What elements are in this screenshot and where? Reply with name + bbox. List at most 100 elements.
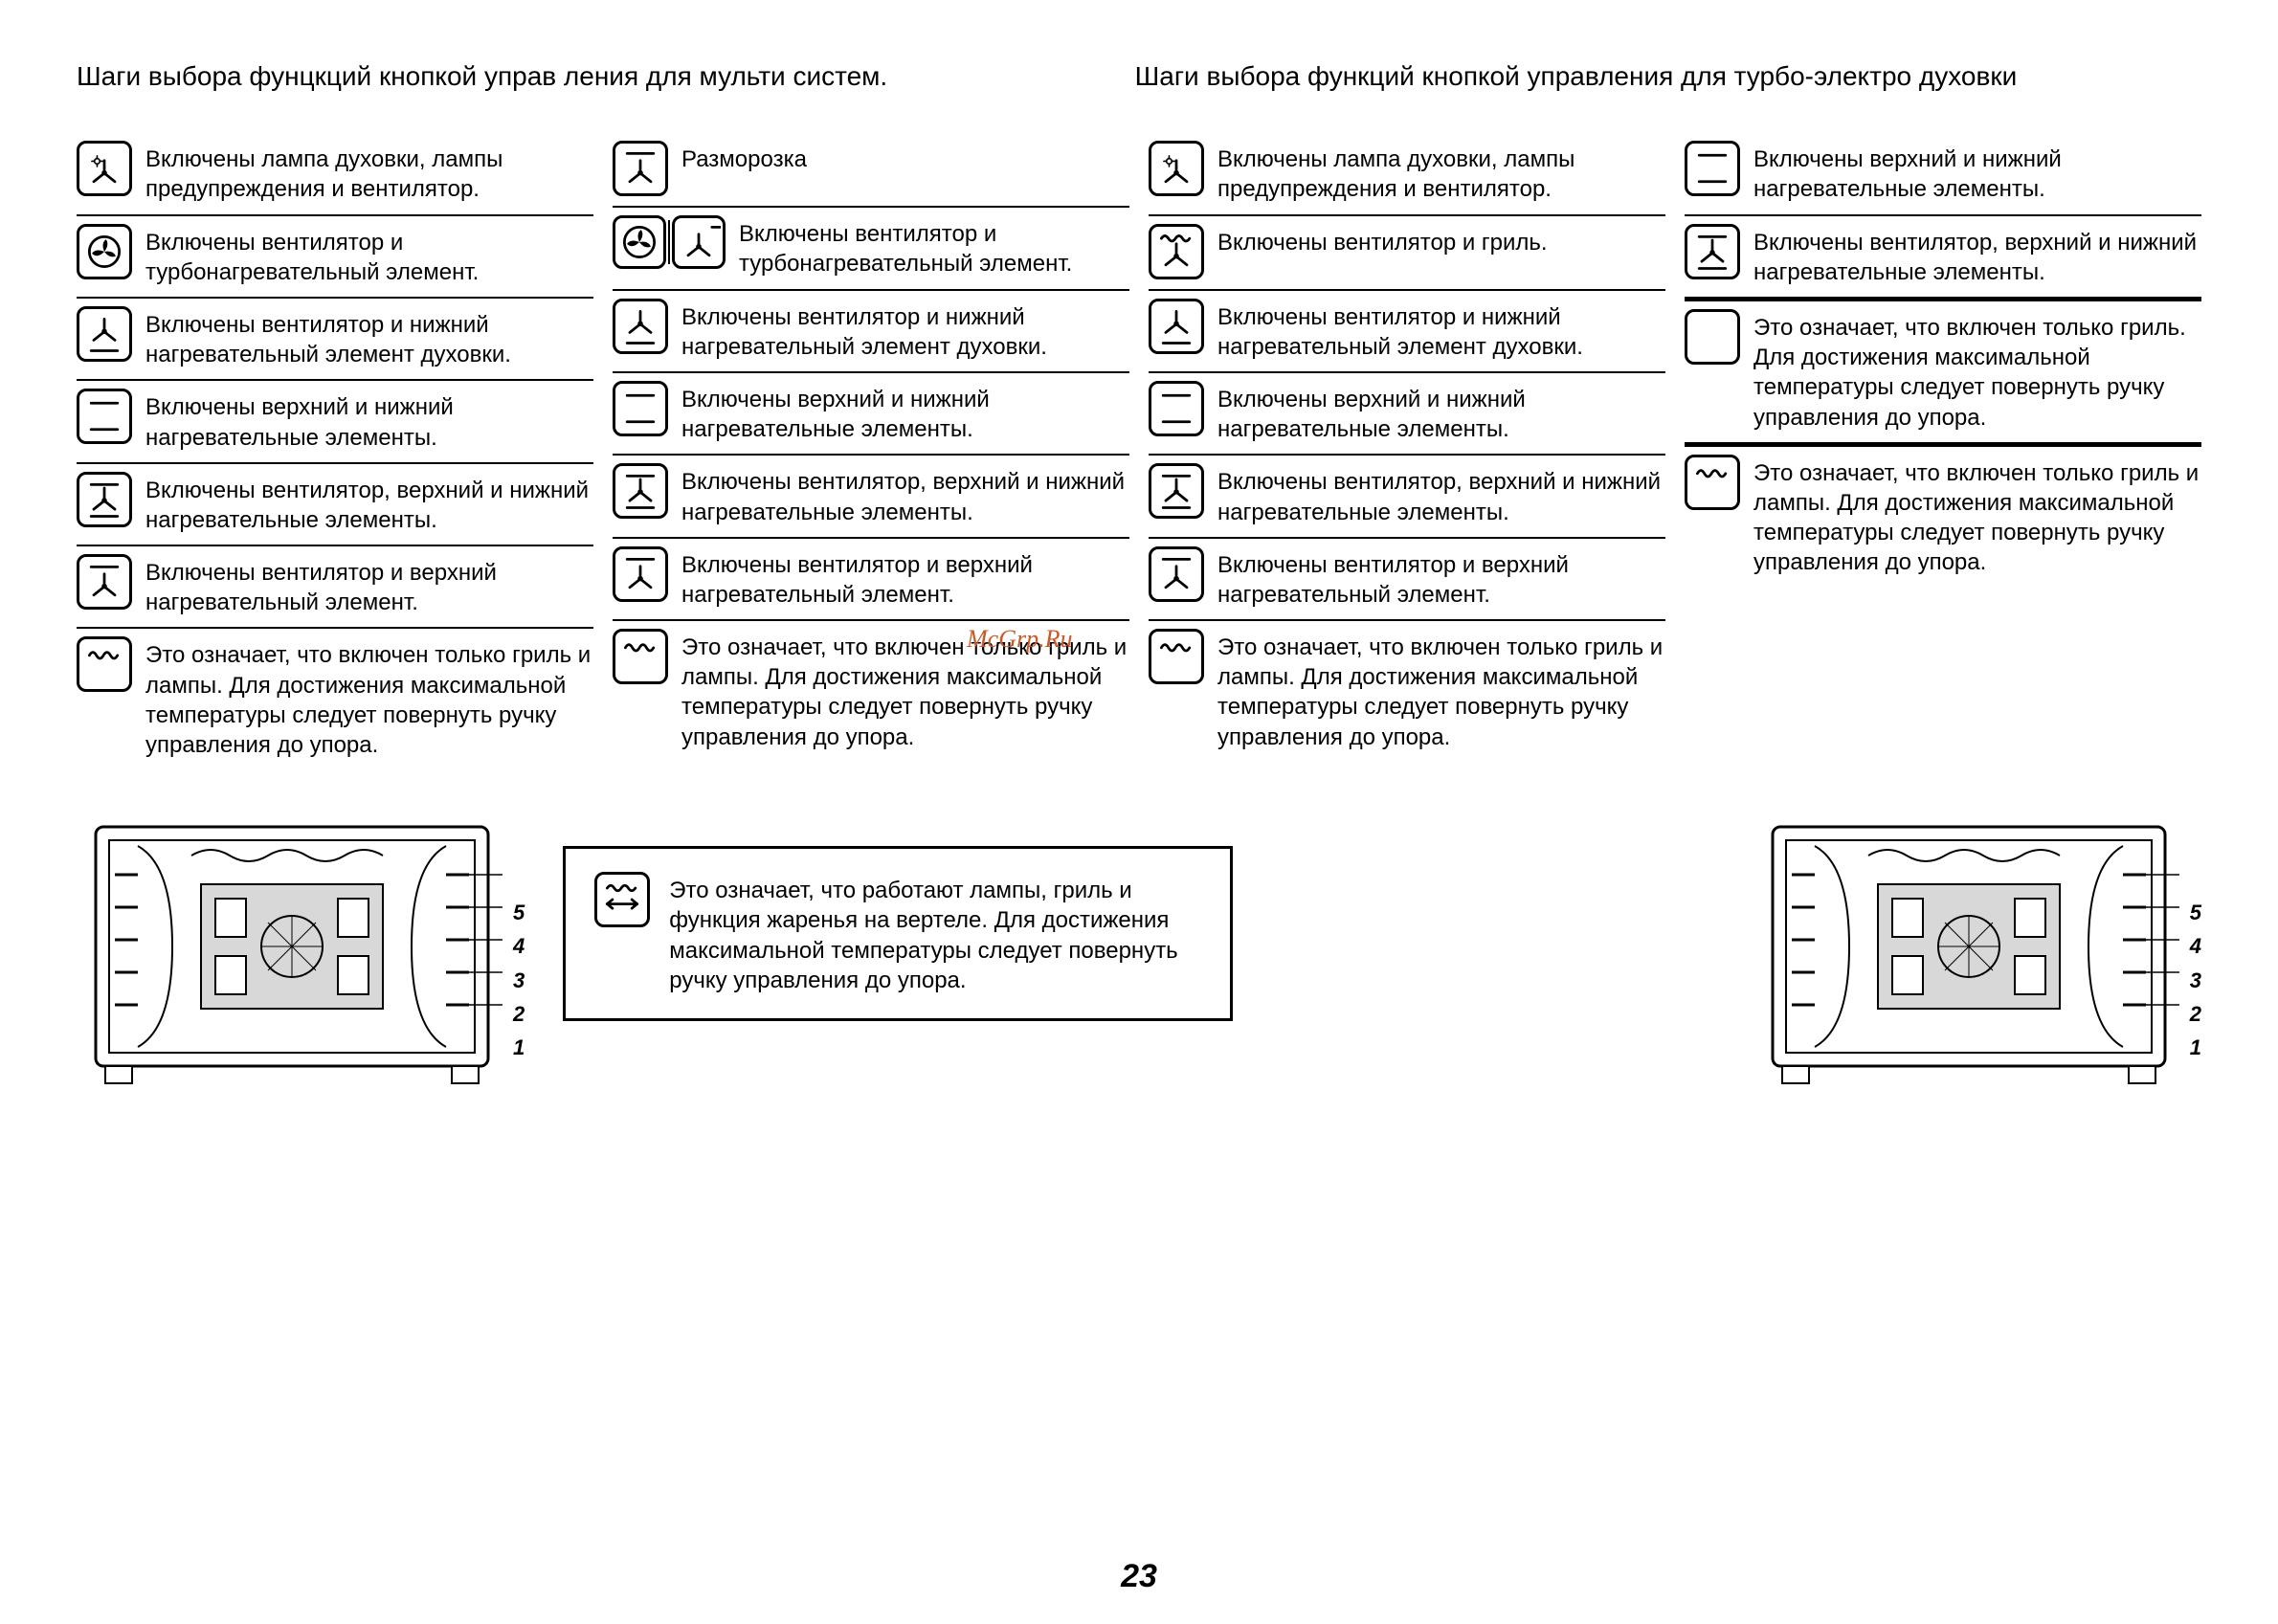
- rack-label: 4: [2190, 929, 2201, 963]
- fan-top-bottom-icon: [613, 463, 668, 519]
- column-4: Включены верхний и нижний нагревательные…: [1685, 133, 2201, 769]
- function-item: Разморозка: [613, 133, 1129, 208]
- function-text: Включены вентилятор и турбонагревательны…: [145, 224, 593, 287]
- function-text: Включены вентилятор и верхний нагревател…: [681, 546, 1129, 610]
- function-text: Включены верхний и нижний нагревательные…: [1217, 381, 1665, 444]
- fan-top-icon: [1149, 546, 1204, 602]
- function-text: Включены вентилятор и нижний нагреватель…: [1217, 299, 1665, 362]
- function-text: Включены верхний и нижний нагревательные…: [1753, 141, 2201, 204]
- fan-top-icon: [613, 546, 668, 602]
- function-item: Это означает, что включен только гриль и…: [1685, 447, 2201, 588]
- function-item: Включены верхний и нижний нагревательные…: [1685, 133, 2201, 215]
- function-item: Включены вентилятор и верхний нагревател…: [613, 539, 1129, 621]
- function-text: Включены верхний и нижний нагревательные…: [681, 381, 1129, 444]
- function-text: Включены вентилятор и верхний нагревател…: [1217, 546, 1665, 610]
- function-text: Включены вентилятор и нижний нагреватель…: [145, 306, 593, 369]
- top-bottom-icon: [1149, 381, 1204, 436]
- function-text: Включены лампа духовки, лампы предупрежд…: [1217, 141, 1665, 204]
- watermark: McGrp.Ru: [967, 625, 1072, 654]
- function-text: Это означает, что включен только гриль. …: [1753, 309, 2201, 433]
- function-text: Это означает, что включен только гриль и…: [145, 636, 593, 760]
- rack-label: 3: [513, 964, 525, 997]
- oven-icon: [1753, 808, 2184, 1095]
- rack-label: 5: [2190, 896, 2201, 929]
- fan-turbo-icon: [613, 215, 666, 269]
- grill-icon: [77, 636, 132, 692]
- function-item: Это означает, что включен только гриль и…: [1149, 621, 1665, 762]
- rack-label: 5: [513, 896, 525, 929]
- rack-label: 3: [2190, 964, 2201, 997]
- function-text: Включены вентилятор, верхний и нижний на…: [145, 472, 593, 535]
- function-text: Включены вентилятор и верхний нагревател…: [145, 554, 593, 617]
- function-item: Включены верхний и нижний нагревательные…: [613, 373, 1129, 456]
- grill-only-icon: [1685, 309, 1740, 365]
- fan-bottom-icon: [77, 306, 132, 362]
- fan-turbo-icon: [77, 224, 132, 279]
- fan-top-bottom2-icon: [1685, 224, 1740, 279]
- grill-icon: [1149, 629, 1204, 684]
- center-box-text: Это означает, что работают лампы, гриль …: [669, 872, 1201, 995]
- top-bottom-icon: [77, 389, 132, 444]
- lamp-fan-icon: [77, 141, 132, 196]
- header-right: Шаги выбора функций кнопкой управления д…: [1097, 57, 2201, 95]
- defrost-icon: [613, 141, 668, 196]
- function-item: Включены лампа духовки, лампы предупрежд…: [77, 133, 593, 215]
- function-item: Включены верхний и нижний нагревательные…: [77, 381, 593, 463]
- column-2: Разморозка Включены вентилятор и турбонаг…: [613, 133, 1129, 769]
- fan-grill-icon: [1149, 224, 1204, 279]
- content-columns: Включены лампа духовки, лампы предупрежд…: [77, 133, 2201, 769]
- function-text: Включены вентилятор и гриль.: [1217, 224, 1548, 257]
- function-item: Включены вентилятор и гриль.: [1149, 216, 1665, 291]
- function-item: Включены вентилятор и турбонагревательны…: [613, 208, 1129, 290]
- rack-label: 2: [2190, 997, 2201, 1031]
- function-item: Включены вентилятор, верхний и нижний на…: [1149, 456, 1665, 538]
- rack-labels-left: 54321: [513, 838, 525, 1064]
- function-item: Включены вентилятор и верхний нагревател…: [1149, 539, 1665, 621]
- function-text: Это означает, что включен только гриль и…: [1753, 455, 2201, 578]
- function-item: Включены вентилятор и турбонагревательны…: [77, 216, 593, 299]
- function-item: Включены верхний и нижний нагревательные…: [1149, 373, 1665, 456]
- bottom-row: 54321 Это означает, что работают лампы, …: [77, 808, 2201, 1095]
- page-number: 23: [1121, 1558, 1157, 1595]
- rack-labels-right: 54321: [2190, 838, 2201, 1064]
- grill-icon: [613, 629, 668, 684]
- function-text: Включены вентилятор и нижний нагреватель…: [681, 299, 1129, 362]
- rack-label: 1: [513, 1031, 525, 1064]
- function-item: Это означает, что включен только гриль и…: [77, 629, 593, 769]
- fan-bottom-icon: [1149, 299, 1204, 354]
- function-text: Включены вентилятор и турбонагревательны…: [739, 215, 1129, 278]
- top-bottom-icon: [613, 381, 668, 436]
- function-item: Включены вентилятор и верхний нагревател…: [77, 546, 593, 629]
- fan-top-bottom-icon: [1149, 463, 1204, 519]
- rack-label: 4: [513, 929, 525, 963]
- grill-icon: [1685, 455, 1740, 510]
- top-bottom-icon: [1685, 141, 1740, 196]
- grill-rotisserie-icon: [594, 872, 650, 927]
- oven-icon: [77, 808, 507, 1095]
- function-item: Это означает, что включен только гриль. …: [1685, 301, 2201, 447]
- function-item: Включены вентилятор, верхний и нижний на…: [77, 464, 593, 546]
- function-item: Включены вентилятор и нижний нагреватель…: [77, 299, 593, 381]
- fan-bottom-icon: [613, 299, 668, 354]
- function-item: Включены вентилятор, верхний и нижний на…: [1685, 216, 2201, 301]
- fan-icon: [672, 215, 726, 269]
- function-item: Включены лампа духовки, лампы предупрежд…: [1149, 133, 1665, 215]
- function-item: Включены вентилятор, верхний и нижний на…: [613, 456, 1129, 538]
- rack-label: 2: [513, 997, 525, 1031]
- function-text: Включены лампа духовки, лампы предупрежд…: [145, 141, 593, 204]
- function-text: Это означает, что включен только гриль и…: [1217, 629, 1665, 752]
- column-1: Включены лампа духовки, лампы предупрежд…: [77, 133, 593, 769]
- function-item: Включены вентилятор и нижний нагреватель…: [613, 291, 1129, 373]
- function-text: Включены вентилятор, верхний и нижний на…: [681, 463, 1129, 526]
- fan-top-bottom-icon: [77, 472, 132, 527]
- center-info-box: Это означает, что работают лампы, гриль …: [563, 846, 1233, 1021]
- function-item: Включены вентилятор и нижний нагреватель…: [1149, 291, 1665, 373]
- rack-label: 1: [2190, 1031, 2201, 1064]
- function-text: Включены вентилятор, верхний и нижний на…: [1753, 224, 2201, 287]
- header-left: Шаги выбора фунцкций кнопкой управ ления…: [77, 57, 1097, 95]
- oven-diagram-left: 54321: [77, 808, 525, 1095]
- function-text: Разморозка: [681, 141, 807, 174]
- function-text: Включены вентилятор, верхний и нижний на…: [1217, 463, 1665, 526]
- page: Шаги выбора фунцкций кнопкой управ ления…: [77, 57, 2201, 1586]
- headers: Шаги выбора фунцкций кнопкой управ ления…: [77, 57, 2201, 95]
